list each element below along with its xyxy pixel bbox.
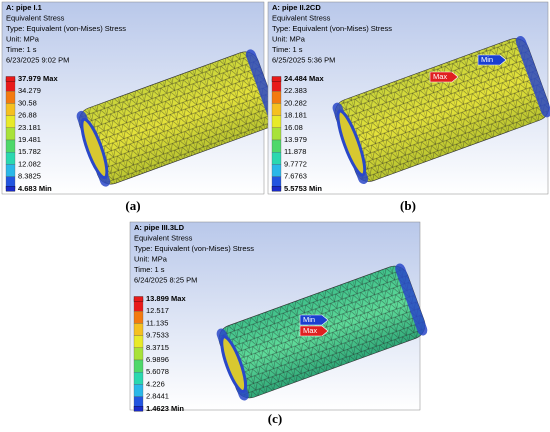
legend-swatch bbox=[5, 115, 16, 128]
legend-label: 9.7772 bbox=[284, 159, 307, 168]
header-line: Unit: MPa bbox=[272, 34, 306, 43]
probe-label: Max bbox=[433, 72, 447, 81]
legend-label: 30.58 bbox=[18, 98, 37, 107]
legend-label: 1.4623 Min bbox=[146, 404, 184, 413]
legend-extreme-marker bbox=[5, 186, 16, 192]
legend-label: 23.181 bbox=[18, 123, 41, 132]
legend-swatch bbox=[133, 359, 144, 373]
legend-swatch bbox=[133, 323, 144, 336]
legend-label: 5.5753 Min bbox=[284, 184, 322, 193]
legend-label: 37.979 Max bbox=[18, 74, 58, 83]
header-line: Unit: MPa bbox=[134, 254, 168, 263]
legend-label: 2.8441 bbox=[146, 392, 169, 401]
legend-label: 8.3825 bbox=[18, 172, 41, 181]
header-line: Unit: MPa bbox=[6, 34, 40, 43]
legend-swatch bbox=[5, 164, 16, 177]
probe-flag bbox=[477, 54, 507, 66]
legend-label: 12.517 bbox=[146, 306, 169, 315]
legend-swatch bbox=[271, 91, 282, 104]
header-line: Equivalent Stress bbox=[272, 13, 331, 22]
legend-swatch bbox=[133, 335, 144, 348]
header-line: 6/23/2025 9:02 PM bbox=[6, 55, 69, 64]
pipe-bore bbox=[80, 117, 109, 180]
pipe-bore bbox=[336, 109, 367, 177]
header-line: Equivalent Stress bbox=[134, 233, 193, 242]
legend-label: 5.6078 bbox=[146, 367, 169, 376]
legend-swatch bbox=[271, 164, 282, 177]
pipe-mesh bbox=[334, 38, 550, 182]
pipe-model bbox=[332, 35, 550, 185]
legend-swatch bbox=[271, 115, 282, 128]
legend-label: 7.6763 bbox=[284, 172, 307, 181]
pipe-mesh bbox=[78, 51, 278, 185]
legend-label: 11.135 bbox=[146, 318, 168, 327]
legend-label: 4.226 bbox=[146, 379, 165, 388]
probe-flag bbox=[429, 71, 459, 83]
probe-flag bbox=[299, 314, 329, 326]
panel-label: (b) bbox=[400, 198, 416, 213]
legend-label: 9.7533 bbox=[146, 331, 169, 340]
pipe-model bbox=[76, 49, 280, 187]
probe-flag bbox=[299, 325, 329, 337]
legend-label: 34.279 bbox=[18, 86, 41, 95]
legend-label: 8.3715 bbox=[146, 343, 169, 352]
legend-swatch bbox=[133, 372, 144, 385]
header-line: Time: 1 s bbox=[6, 45, 37, 54]
legend-label: 24.484 Max bbox=[284, 74, 324, 83]
pipe-end bbox=[395, 263, 428, 336]
legend-label: 12.082 bbox=[18, 159, 41, 168]
panel-label: (c) bbox=[268, 411, 282, 426]
legend-swatch bbox=[271, 139, 282, 153]
probe-label: Min bbox=[303, 315, 315, 324]
header-line: Type: Equivalent (von-Mises) Stress bbox=[134, 244, 254, 253]
legend-label: 6.9896 bbox=[146, 355, 169, 364]
pipe-end bbox=[515, 35, 550, 118]
legend-swatch bbox=[5, 127, 16, 141]
legend-swatch bbox=[271, 127, 282, 141]
legend-label: 18.181 bbox=[284, 111, 307, 120]
legend-label: 13.899 Max bbox=[146, 294, 186, 303]
legend-swatch bbox=[5, 91, 16, 104]
header-line: Time: 1 s bbox=[134, 265, 165, 274]
legend-extreme-marker bbox=[5, 76, 16, 82]
legend-swatch bbox=[133, 384, 144, 397]
probe-label: Min bbox=[481, 55, 493, 64]
legend-swatch bbox=[271, 152, 282, 165]
legend-swatch bbox=[271, 103, 282, 116]
header-line: 6/24/2025 8:25 PM bbox=[134, 275, 197, 284]
probe-label: Max bbox=[303, 326, 317, 335]
legend-label: 15.782 bbox=[18, 147, 41, 156]
legend-swatch bbox=[5, 152, 16, 165]
header-line: Equivalent Stress bbox=[6, 13, 65, 22]
legend-extreme-marker bbox=[133, 296, 144, 302]
legend-label: 19.481 bbox=[18, 135, 41, 144]
header-line: A: pipe II.2CD bbox=[272, 3, 321, 12]
legend-label: 26.88 bbox=[18, 111, 37, 120]
panel-label: (a) bbox=[125, 198, 140, 213]
legend-swatch bbox=[133, 311, 144, 324]
pipe-bore bbox=[220, 335, 248, 394]
header-line: Type: Equivalent (von-Mises) Stress bbox=[6, 24, 126, 33]
legend-swatch bbox=[5, 103, 16, 116]
legend-label: 13.979 bbox=[284, 135, 307, 144]
header-line: 6/25/2025 5:36 PM bbox=[272, 55, 335, 64]
legend-label: 20.282 bbox=[284, 98, 307, 107]
header-line: Type: Equivalent (von-Mises) Stress bbox=[272, 24, 392, 33]
legend-label: 16.08 bbox=[284, 123, 303, 132]
legend-label: 11.878 bbox=[284, 147, 306, 156]
legend-swatch bbox=[5, 139, 16, 153]
legend-extreme-marker bbox=[271, 76, 282, 82]
legend-swatch bbox=[133, 347, 144, 361]
header-line: A: pipe I.1 bbox=[6, 3, 42, 12]
legend-label: 4.683 Min bbox=[18, 184, 52, 193]
legend-extreme-marker bbox=[271, 186, 282, 192]
header-line: A: pipe III.3LD bbox=[134, 223, 185, 232]
header-line: Time: 1 s bbox=[272, 45, 303, 54]
legend-extreme-marker bbox=[133, 406, 144, 412]
legend-label: 22.383 bbox=[284, 86, 307, 95]
